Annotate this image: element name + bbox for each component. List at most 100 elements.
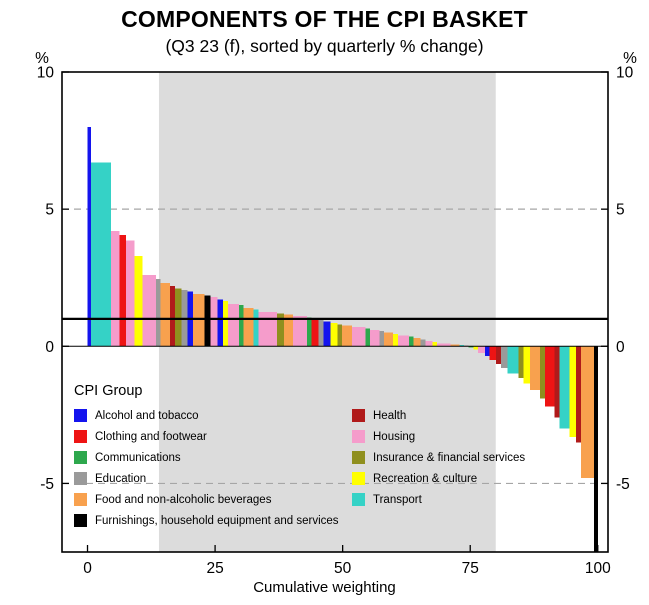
- legend-swatch-fu: [74, 514, 87, 527]
- bar-fb: [160, 283, 171, 347]
- bar-ho: [125, 240, 135, 347]
- legend-swatch-rc: [352, 472, 365, 485]
- bar-fb: [283, 314, 294, 347]
- bar-ho: [477, 346, 486, 354]
- legend-label: Insurance & financial services: [373, 451, 526, 464]
- bar-fb: [193, 294, 205, 347]
- legend-item: Food and non-alcoholic beverages: [74, 489, 352, 510]
- legend-label: Communications: [95, 451, 181, 464]
- x-tick-label: 75: [462, 560, 479, 577]
- legend-item: Education: [74, 468, 352, 489]
- legend-item: Recreation & culture: [352, 468, 525, 489]
- bar-rc: [393, 333, 398, 347]
- legend-swatch-at: [74, 409, 87, 422]
- legend-swatch-he: [352, 409, 365, 422]
- legend-label: Housing: [373, 430, 416, 443]
- legend-swatch-co: [74, 451, 87, 464]
- legend-item: Furnishings, household equipment and ser…: [74, 510, 352, 531]
- legend-item: Alcohol and tobacco: [74, 405, 352, 426]
- bar-ed: [318, 320, 324, 347]
- bar-ho: [351, 327, 366, 347]
- bar-ho: [227, 303, 240, 347]
- bar-if: [276, 313, 284, 347]
- bar-co: [306, 317, 312, 347]
- x-tick-label: 50: [334, 560, 352, 577]
- bar-he: [496, 346, 501, 365]
- bar-if: [337, 324, 343, 347]
- x-axis-label: Cumulative weighting: [253, 579, 396, 596]
- bar-if: [174, 288, 182, 347]
- bar-co: [408, 336, 414, 347]
- bar-if: [540, 346, 546, 399]
- bar-rc: [223, 301, 228, 347]
- legend: CPI Group Alcohol and tobacco Clothing an…: [74, 383, 566, 531]
- legend-label: Furnishings, household equipment and ser…: [95, 514, 339, 527]
- bar-fb: [450, 344, 460, 347]
- bar-rc: [134, 255, 143, 347]
- bar-cf: [545, 346, 555, 407]
- bar-ed: [420, 339, 426, 347]
- bar-at: [87, 126, 92, 347]
- legend-column: Alcohol and tobacco Clothing and footwear…: [74, 405, 352, 531]
- bar-at: [485, 346, 490, 356]
- bar-tr: [459, 344, 465, 347]
- legend-item: Communications: [74, 447, 352, 468]
- bar-he: [575, 346, 581, 443]
- legend-swatch-ed: [74, 472, 87, 485]
- bar-co: [365, 328, 371, 347]
- bar-ho: [293, 316, 307, 347]
- bar-ho: [110, 231, 120, 347]
- legend-label: Transport: [373, 493, 422, 506]
- bar-ho: [142, 274, 156, 347]
- legend-item: Clothing and footwear: [74, 426, 352, 447]
- y-tick-label-left: 0: [45, 339, 54, 356]
- bar-ed: [379, 331, 384, 347]
- y-unit-right: %: [623, 50, 637, 67]
- bar-ho: [210, 296, 218, 347]
- bar-he: [554, 346, 560, 418]
- legend-item: Insurance & financial services: [352, 447, 525, 468]
- legend-swatch-cf: [74, 430, 87, 443]
- bar-cf: [489, 346, 497, 360]
- bar-ho: [437, 343, 451, 347]
- legend-swatch-if: [352, 451, 365, 464]
- y-tick-label-right: -5: [616, 476, 630, 493]
- bar-fu: [594, 346, 598, 552]
- legend-label: Food and non-alcoholic beverages: [95, 493, 272, 506]
- legend-label: Alcohol and tobacco: [95, 409, 199, 422]
- bar-tr: [559, 346, 570, 429]
- y-tick-label-right: 5: [616, 202, 625, 219]
- legend-swatch-tr: [352, 493, 365, 506]
- y-tick-label-left: 10: [37, 65, 55, 82]
- bar-cf: [119, 235, 126, 347]
- bar-at: [323, 321, 331, 347]
- y-tick-label-left: 5: [45, 202, 54, 219]
- y-unit-left: %: [35, 50, 49, 67]
- bar-fb: [243, 307, 254, 347]
- bar-ho: [370, 329, 380, 347]
- legend-item: Housing: [352, 426, 525, 447]
- legend-title: CPI Group: [74, 383, 143, 399]
- bar-rc: [432, 342, 438, 347]
- y-tick-label-right: 10: [616, 65, 634, 82]
- plot-frame: [61, 71, 609, 553]
- legend-label: Education: [95, 472, 147, 485]
- legend-label: Clothing and footwear: [95, 430, 207, 443]
- bar-at: [217, 299, 224, 347]
- bar-tr: [91, 162, 111, 347]
- bar-ed: [155, 279, 161, 347]
- bar-tr: [253, 309, 259, 347]
- bar-tr: [507, 346, 519, 374]
- chart-subtitle: (Q3 23 (f), sorted by quarterly % change…: [165, 36, 484, 56]
- legend-item: Transport: [352, 489, 525, 510]
- bar-fb: [413, 338, 421, 347]
- bar-rc: [569, 346, 576, 437]
- bar-he: [170, 285, 175, 347]
- chart-title: COMPONENTS OF THE CPI BASKET: [121, 6, 528, 32]
- bar-rc: [523, 346, 530, 384]
- bar-if: [518, 346, 524, 378]
- legend-label: Recreation & culture: [373, 472, 478, 485]
- bar-ho: [425, 340, 433, 347]
